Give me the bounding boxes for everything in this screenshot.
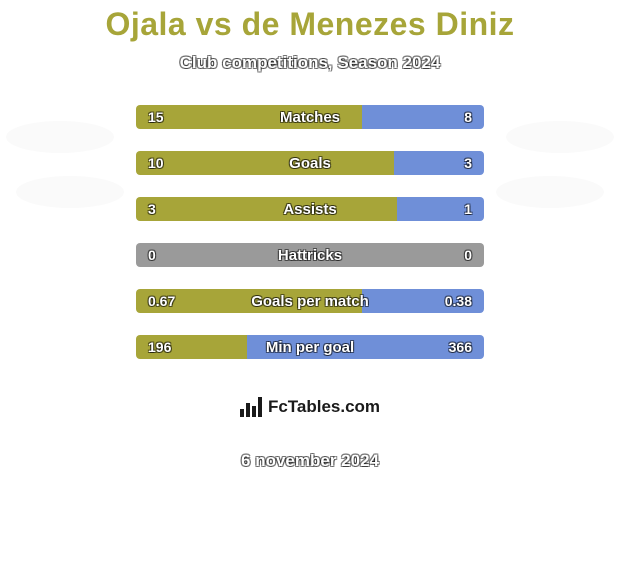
stat-value-left: 10	[148, 155, 164, 171]
stat-bar-right: 366	[247, 335, 484, 359]
stat-value-right: 0	[464, 247, 472, 263]
comparison-area: 158Matches103Goals31Assists00Hattricks0.…	[0, 105, 620, 359]
stat-bar-left: 0	[136, 243, 310, 267]
stat-bar-right: 8	[362, 105, 484, 129]
stat-value-right: 1	[464, 201, 472, 217]
page-title: Ojala vs de Menezes Diniz	[0, 6, 620, 43]
stat-value-right: 8	[464, 109, 472, 125]
stat-bar-right: 1	[397, 197, 484, 221]
stat-bar-right: 3	[394, 151, 484, 175]
stat-bar-right: 0	[310, 243, 484, 267]
brand-box: FcTables.com	[205, 381, 415, 433]
chart-icon	[240, 397, 262, 417]
bars-container: 158Matches103Goals31Assists00Hattricks0.…	[136, 105, 484, 359]
stat-row: 00Hattricks	[136, 243, 484, 267]
stat-row: 103Goals	[136, 151, 484, 175]
stat-row: 158Matches	[136, 105, 484, 129]
stat-value-left: 15	[148, 109, 164, 125]
stat-value-right: 3	[464, 155, 472, 171]
date-text: 6 november 2024	[0, 451, 620, 471]
stat-value-left: 0.67	[148, 293, 175, 309]
stat-bar-left: 15	[136, 105, 362, 129]
stat-row: 31Assists	[136, 197, 484, 221]
stat-value-right: 366	[449, 339, 472, 355]
stat-bar-left: 10	[136, 151, 394, 175]
comparison-infographic: Ojala vs de Menezes Diniz Club competiti…	[0, 0, 620, 580]
stat-row: 0.670.38Goals per match	[136, 289, 484, 313]
stat-bar-left: 3	[136, 197, 397, 221]
stat-bar-left: 196	[136, 335, 247, 359]
stat-bar-right: 0.38	[362, 289, 484, 313]
stat-bar-left: 0.67	[136, 289, 362, 313]
stat-value-left: 3	[148, 201, 156, 217]
stat-value-left: 196	[148, 339, 171, 355]
subtitle: Club competitions, Season 2024	[0, 53, 620, 73]
brand-text: FcTables.com	[268, 397, 380, 417]
stat-row: 196366Min per goal	[136, 335, 484, 359]
stat-value-right: 0.38	[445, 293, 472, 309]
stat-value-left: 0	[148, 247, 156, 263]
